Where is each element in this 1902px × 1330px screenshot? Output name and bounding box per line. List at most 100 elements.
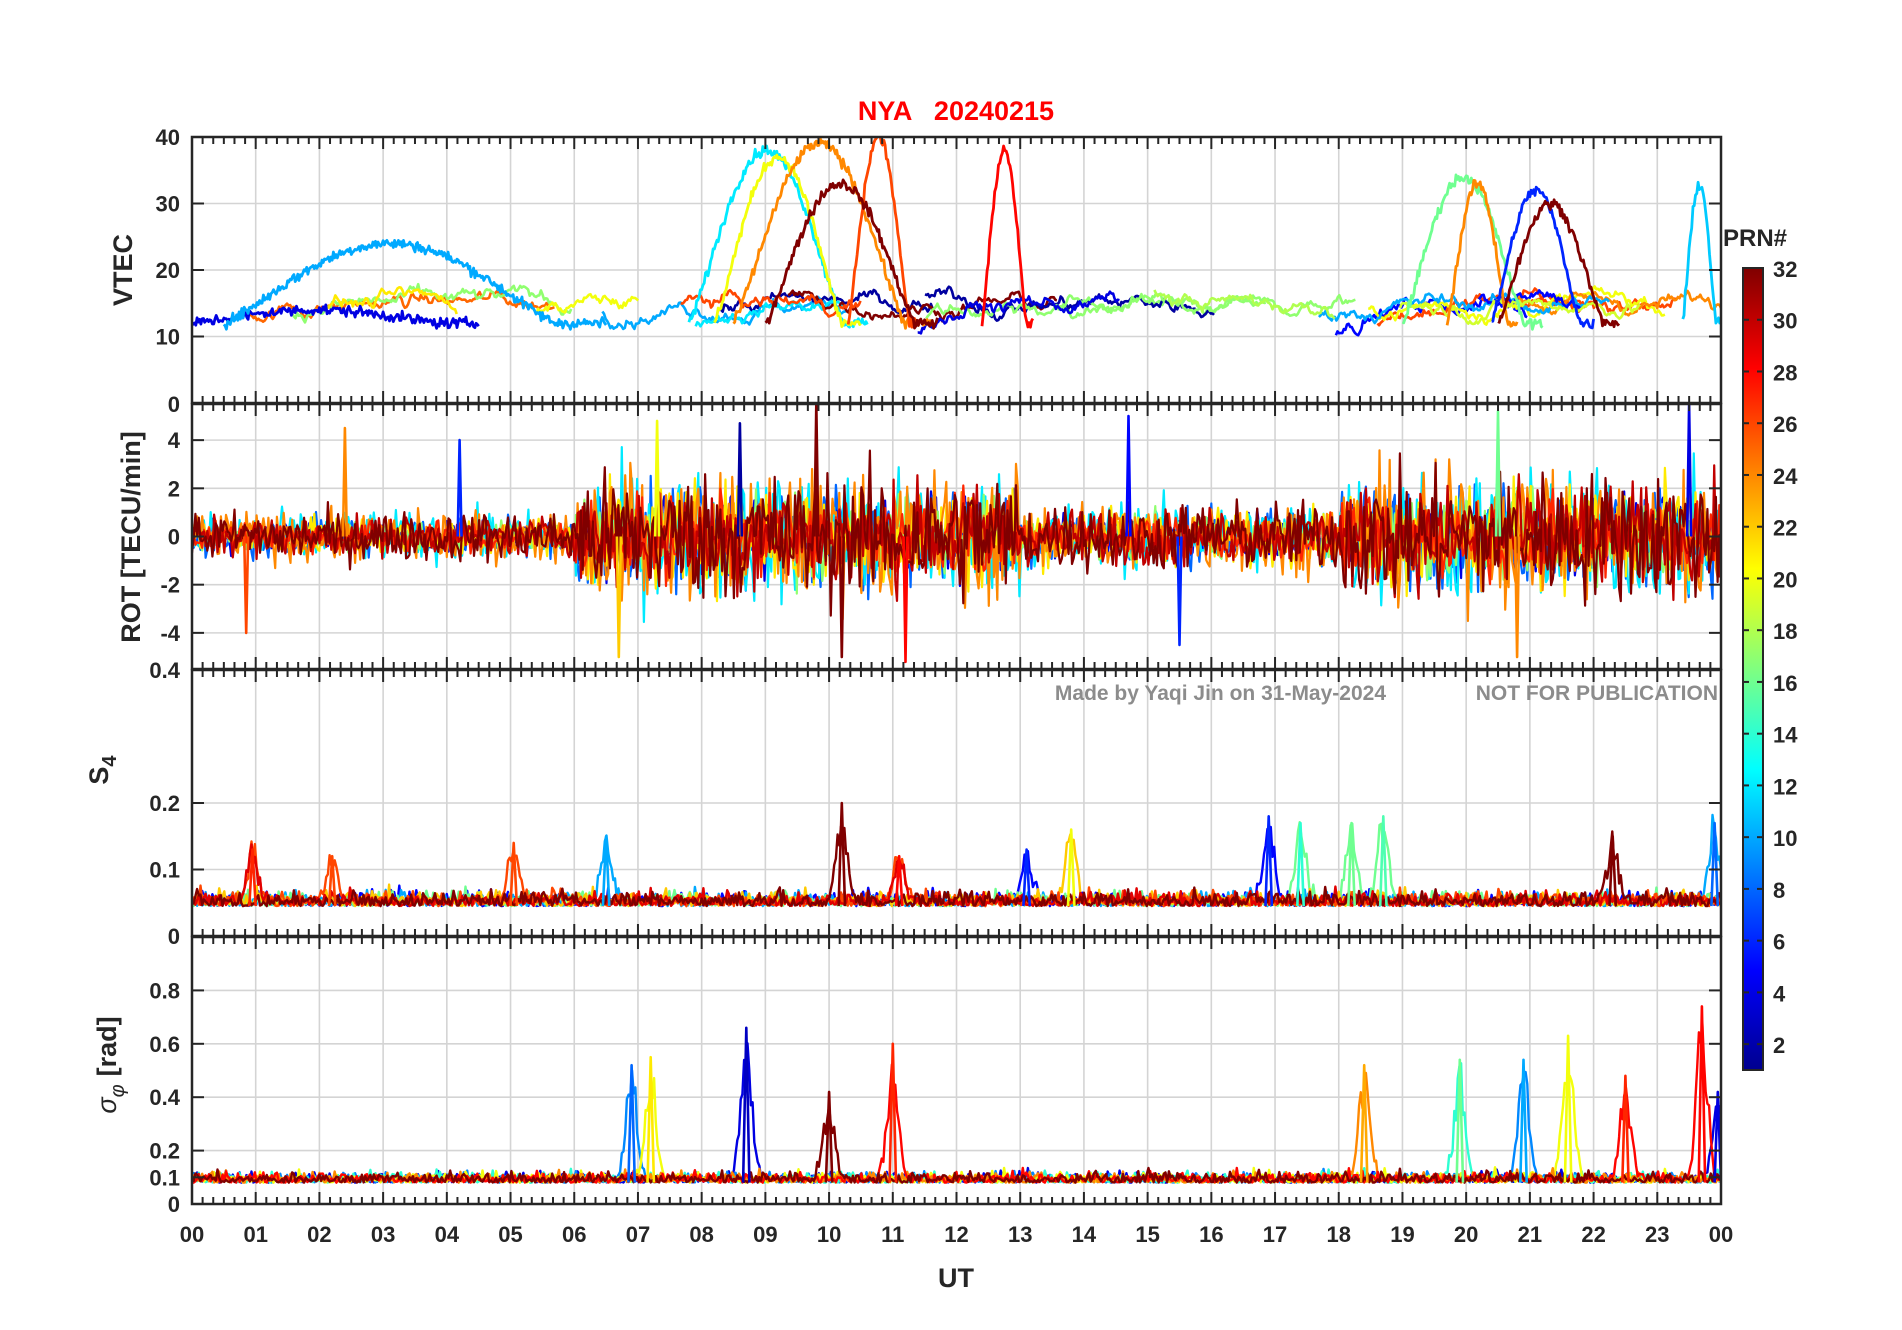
x-tick-label: 13	[1008, 1222, 1032, 1247]
y-axis-label-rot: ROT [TECU/min]	[116, 431, 146, 642]
x-tick-label: 19	[1390, 1222, 1414, 1247]
y-tick-label: 20	[156, 258, 180, 283]
y-axis-label-vtec: VTEC	[108, 234, 138, 306]
s4-peak	[1066, 828, 1076, 907]
series-s4	[192, 801, 1721, 908]
ticks-s4	[191, 669, 1722, 937]
colorbar-tick-label: 26	[1773, 412, 1797, 437]
y-tick-label-top: 0	[168, 392, 180, 417]
s4-peak	[248, 848, 257, 907]
s4-peak	[327, 854, 337, 907]
rot-spike	[1685, 404, 1693, 537]
y-tick-label: 4	[168, 428, 181, 453]
colorbar-tick-label: 10	[1773, 826, 1797, 851]
sigma-peak	[888, 1042, 898, 1183]
x-tick-label: 20	[1454, 1222, 1478, 1247]
x-tick-label: 18	[1327, 1222, 1351, 1247]
y-tick-label: 10	[156, 325, 180, 350]
s4-peak	[1710, 821, 1720, 907]
y-axis-label-s4: S4	[84, 755, 121, 785]
x-tick-label: 04	[435, 1222, 460, 1247]
rot-spike	[341, 426, 349, 537]
colorbar-tick-label: 16	[1773, 671, 1797, 696]
x-tick-label: 14	[1072, 1222, 1097, 1247]
vtec-feature-line	[1491, 185, 1595, 330]
vtec-series-line	[917, 290, 1120, 335]
x-tick-label: 10	[817, 1222, 841, 1247]
colorbar-title: PRN#	[1723, 225, 1787, 252]
y-tick-label: 0	[168, 1192, 180, 1217]
colorbar-tick-label: 18	[1773, 619, 1797, 644]
rot-spike	[838, 536, 845, 659]
sigma-series-line	[192, 1104, 1721, 1184]
sigma-peak	[646, 1055, 656, 1183]
y-tick-label: 0.2	[149, 1139, 180, 1164]
vtec-series-line	[291, 282, 573, 324]
colorbar-tick-label: 32	[1773, 257, 1797, 282]
watermark-author: Made by Yaqi Jin on 31-May-2024	[1055, 682, 1386, 705]
vtec-series-line	[1398, 297, 1641, 326]
y-tick-label: 0.8	[149, 978, 180, 1003]
s4-peak	[601, 835, 611, 907]
vtec-feature-line	[1681, 180, 1721, 325]
s4-peak	[1347, 821, 1356, 907]
panels: 10203040-4-2024000.10.20.400.10.20.40.60…	[149, 125, 1723, 1217]
vtec-series-line	[694, 299, 844, 328]
grid-vtec	[192, 137, 1721, 403]
panel-sigma-phi: 00.10.2 0.4 0.6 0.8	[149, 935, 1723, 1217]
colorbar-tick-label: 20	[1773, 567, 1797, 592]
sigma-peak	[1359, 1063, 1369, 1183]
s4-peak	[837, 801, 847, 907]
rot-spike	[736, 422, 744, 537]
series-sigma-phi	[192, 1005, 1721, 1184]
s4-peak	[1022, 848, 1032, 907]
s4-peak	[509, 841, 519, 907]
y-tick-label: 30	[156, 192, 180, 217]
vtec-series-line	[326, 286, 458, 315]
vtec-feature-line	[980, 144, 1035, 329]
y-tick-labels-rot: -4 -2 0 2 4 0	[160, 392, 180, 646]
x-tick-label: 22	[1581, 1222, 1605, 1247]
x-tick-label: 07	[626, 1222, 650, 1247]
x-tick-label: 02	[307, 1222, 331, 1247]
vtec-series-line	[717, 288, 934, 315]
rot-series-line	[192, 449, 1721, 617]
y-tick-labels-vtec: 10 20 30 40	[156, 125, 180, 350]
y-tick-label: -4	[160, 621, 180, 646]
rot-spike	[813, 404, 820, 537]
s4-series-line	[192, 825, 1721, 908]
rot-spike	[1125, 414, 1132, 537]
x-tick-label: 00	[180, 1222, 204, 1247]
colorbar-gradient	[1742, 267, 1764, 1071]
rot-spike	[1494, 409, 1502, 537]
y-tick-labels-s4: 0 0.1 0.2 0.4	[149, 658, 180, 949]
y-tick-label: 2	[168, 476, 180, 501]
y-tick-label: 0.1	[149, 858, 180, 883]
x-tick-label: 17	[1263, 1222, 1287, 1247]
sigma-symbol: σ	[92, 1096, 122, 1114]
colorbar-tick-label: 4	[1773, 981, 1786, 1006]
vtec-feature-line	[732, 137, 933, 330]
vtec-feature-line	[713, 153, 862, 328]
rot-spike	[456, 438, 463, 537]
x-tick-label: 03	[371, 1222, 395, 1247]
s4-peak	[1608, 835, 1618, 907]
x-tick-label: 11	[881, 1222, 904, 1247]
vtec-feature-line	[764, 178, 939, 330]
chart-title: NYA 20240215	[858, 96, 1054, 126]
rot-spike	[615, 536, 623, 659]
s4-peak	[1296, 821, 1305, 907]
y-tick-label: 40	[156, 125, 180, 150]
sigma-peak	[1455, 1058, 1465, 1183]
rot-spike	[902, 536, 909, 664]
x-tick-label: 08	[689, 1222, 713, 1247]
x-tick-label: 23	[1645, 1222, 1669, 1247]
colorbar-tick-label: 22	[1773, 516, 1797, 541]
sigma-peak	[1621, 1074, 1630, 1183]
vtec-feature-line	[1445, 179, 1519, 328]
vtec-feature-line	[222, 239, 608, 331]
grid-sigma-phi	[192, 937, 1721, 1204]
colorbar-tick-label: 8	[1773, 878, 1785, 903]
